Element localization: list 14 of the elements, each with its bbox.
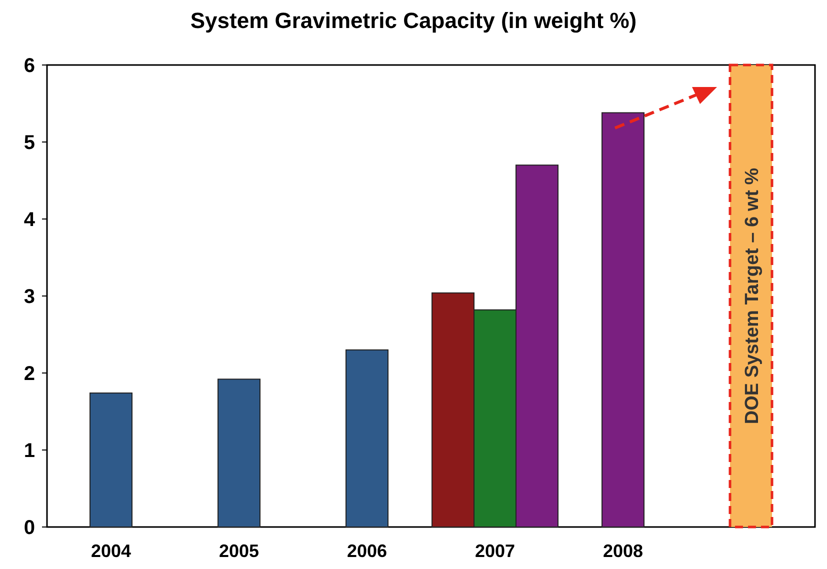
y-tick-label: 6 xyxy=(24,55,35,77)
y-tick-label: 4 xyxy=(24,209,36,231)
annotation: DOE System Target – 6 wt % xyxy=(742,168,763,424)
y-tick-label: 3 xyxy=(24,286,35,308)
y-tick-label: 0 xyxy=(24,517,35,539)
x-tick-label: 2004 xyxy=(90,541,132,561)
x-tick-label: 2005 xyxy=(218,541,260,561)
y-tick-label: 2 xyxy=(24,363,35,385)
y-tick-label: 5 xyxy=(24,132,35,154)
x-tick-label: 2006 xyxy=(346,541,388,561)
x-tick-label: 2008 xyxy=(602,541,644,561)
x-tick-label: 2007 xyxy=(474,541,516,561)
chart-title: System Gravimetric Capacity (in weight %) xyxy=(190,8,637,33)
y-tick-label: 1 xyxy=(24,440,35,462)
